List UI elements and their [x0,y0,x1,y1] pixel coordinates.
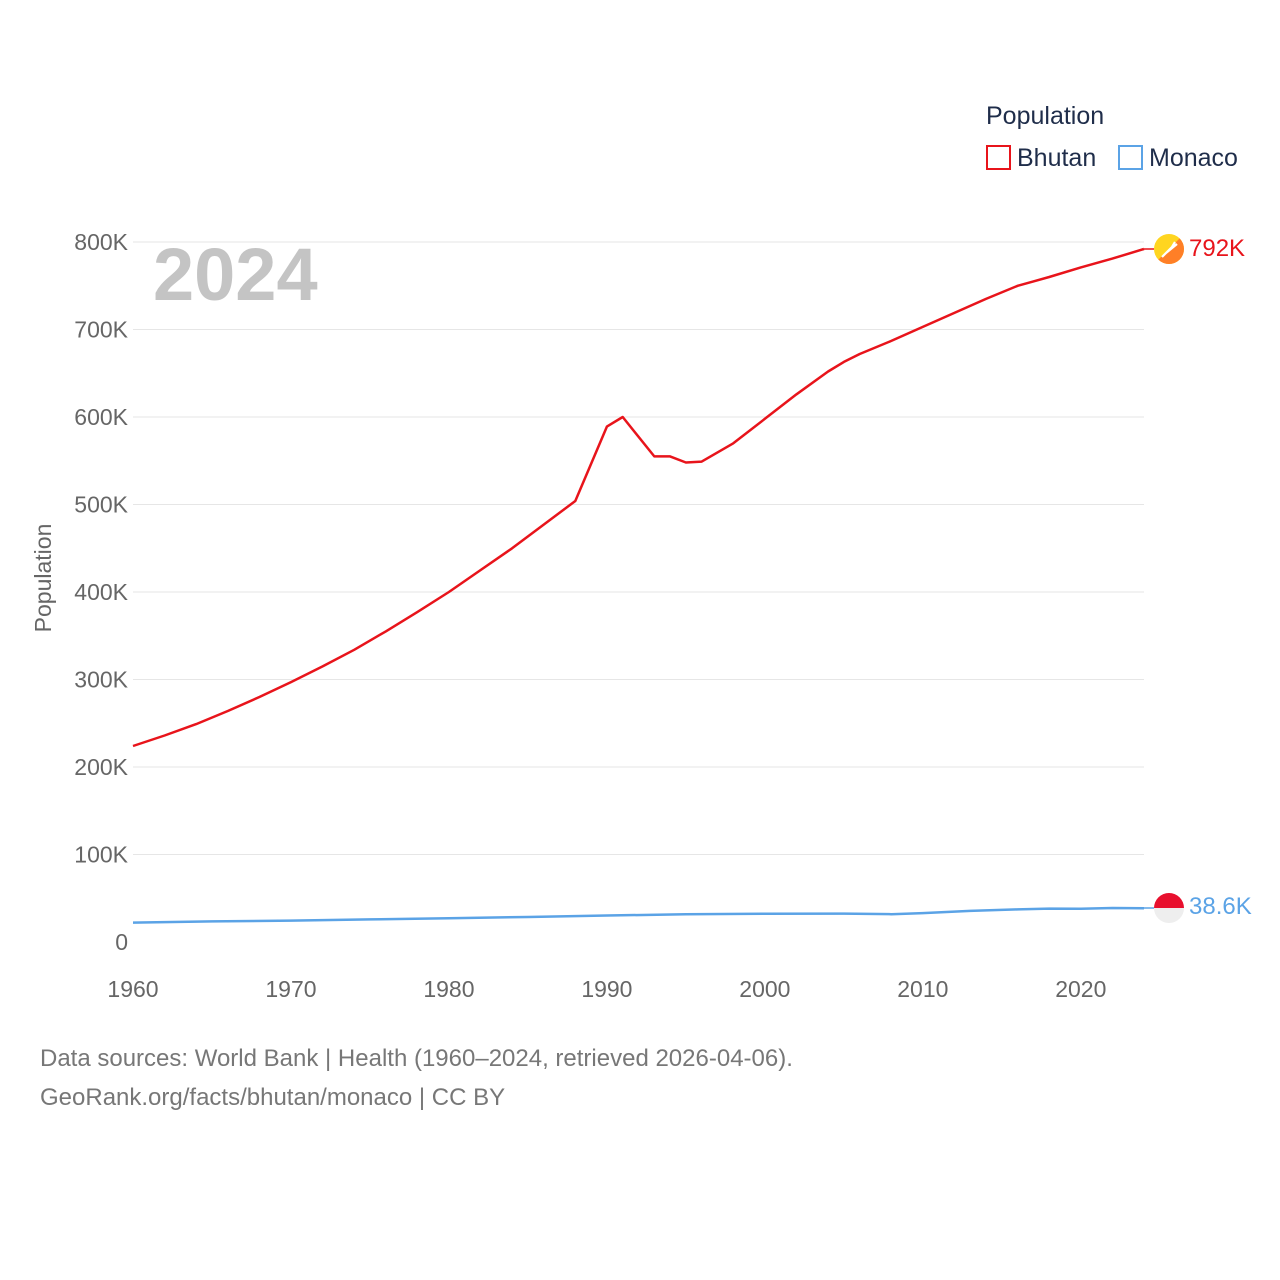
y-tick-label: 300K [74,667,128,693]
legend-swatch-monaco[interactable] [1118,145,1143,170]
legend-label-bhutan[interactable]: Bhutan [1017,144,1096,172]
y-axis-ticks: 0 100K 200K 300K 400K 500K 600K 700K 800K [74,229,128,955]
gridlines [133,241,1144,855]
x-tick-label: 2000 [739,976,790,1002]
x-tick-label: 1990 [581,976,632,1002]
x-tick-label: 2020 [1055,976,1106,1002]
end-value-bhutan: 792K [1189,235,1245,262]
monaco-flag-icon [1154,893,1184,923]
legend-title: Population [986,102,1104,130]
y-tick-label: 700K [74,317,128,343]
current-year-label: 2024 [153,233,318,316]
footer-attribution: GeoRank.org/facts/bhutan/monaco | CC BY [40,1084,506,1111]
legend-swatch-bhutan[interactable] [986,145,1011,170]
x-tick-label: 2010 [897,976,948,1002]
x-tick-label: 1970 [265,976,316,1002]
y-axis-title: Population [30,524,56,633]
y-tick-label: 200K [74,754,128,780]
y-tick-label: 400K [74,579,128,605]
x-tick-label: 1960 [107,976,158,1002]
series-line-bhutan[interactable] [132,247,1145,748]
end-value-monaco: 38.6K [1189,893,1252,920]
bhutan-flag-icon [1154,234,1184,264]
x-axis-ticks: 1960 1970 1980 1990 2000 2010 2020 [107,976,1106,1002]
x-tick-label: 1980 [423,976,474,1002]
footer-sources: Data sources: World Bank | Health (1960–… [40,1045,793,1072]
series-line-monaco[interactable] [132,906,1145,924]
y-tick-label: 0 [115,929,128,955]
legend-label-monaco[interactable]: Monaco [1149,144,1238,172]
y-tick-label: 800K [74,229,128,255]
y-tick-label: 100K [74,842,128,868]
y-tick-label: 600K [74,404,128,430]
y-tick-label: 500K [74,492,128,518]
